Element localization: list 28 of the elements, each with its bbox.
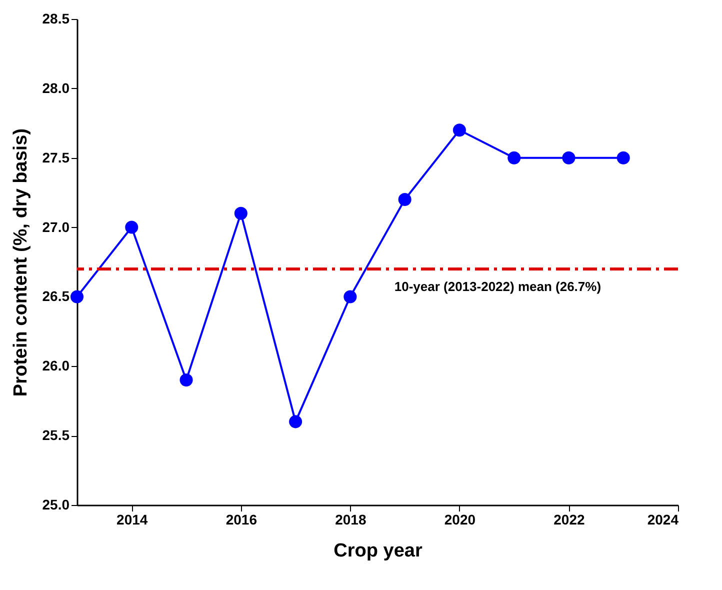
x-tick-label: 2020 (444, 512, 476, 528)
point (616, 151, 630, 164)
y-tick-label: 26.5 (42, 288, 70, 304)
point (289, 415, 302, 428)
x-tick-label: 2016 (226, 512, 258, 528)
y-tick-label: 28.0 (42, 80, 70, 96)
x-axis-title: Crop year (334, 540, 423, 562)
point (125, 220, 138, 234)
x-tick-label: 2024 (647, 512, 679, 528)
point (234, 206, 248, 220)
point (70, 290, 84, 304)
y-tick-label: 27.0 (42, 218, 70, 235)
point (398, 193, 412, 206)
y-axis-title: Protein content (%, dry basis) (10, 128, 32, 397)
point (180, 374, 193, 387)
point (562, 151, 576, 164)
y-tick-label: 25.0 (42, 496, 70, 512)
y-tick-label: 27.5 (42, 149, 70, 166)
point (508, 151, 521, 164)
point (344, 290, 357, 304)
x-tick-label: 2018 (335, 512, 366, 528)
x-tick-label: 2022 (554, 512, 586, 528)
point (452, 124, 466, 137)
y-tick-label: 26.0 (42, 358, 70, 374)
ref-line-label: 10-year (2013-2022) mean (26.7%) (394, 278, 602, 294)
x-tick-label: 2014 (116, 512, 148, 528)
y-tick-label: 25.5 (42, 427, 70, 444)
y-tick-label: 28.5 (42, 10, 70, 26)
